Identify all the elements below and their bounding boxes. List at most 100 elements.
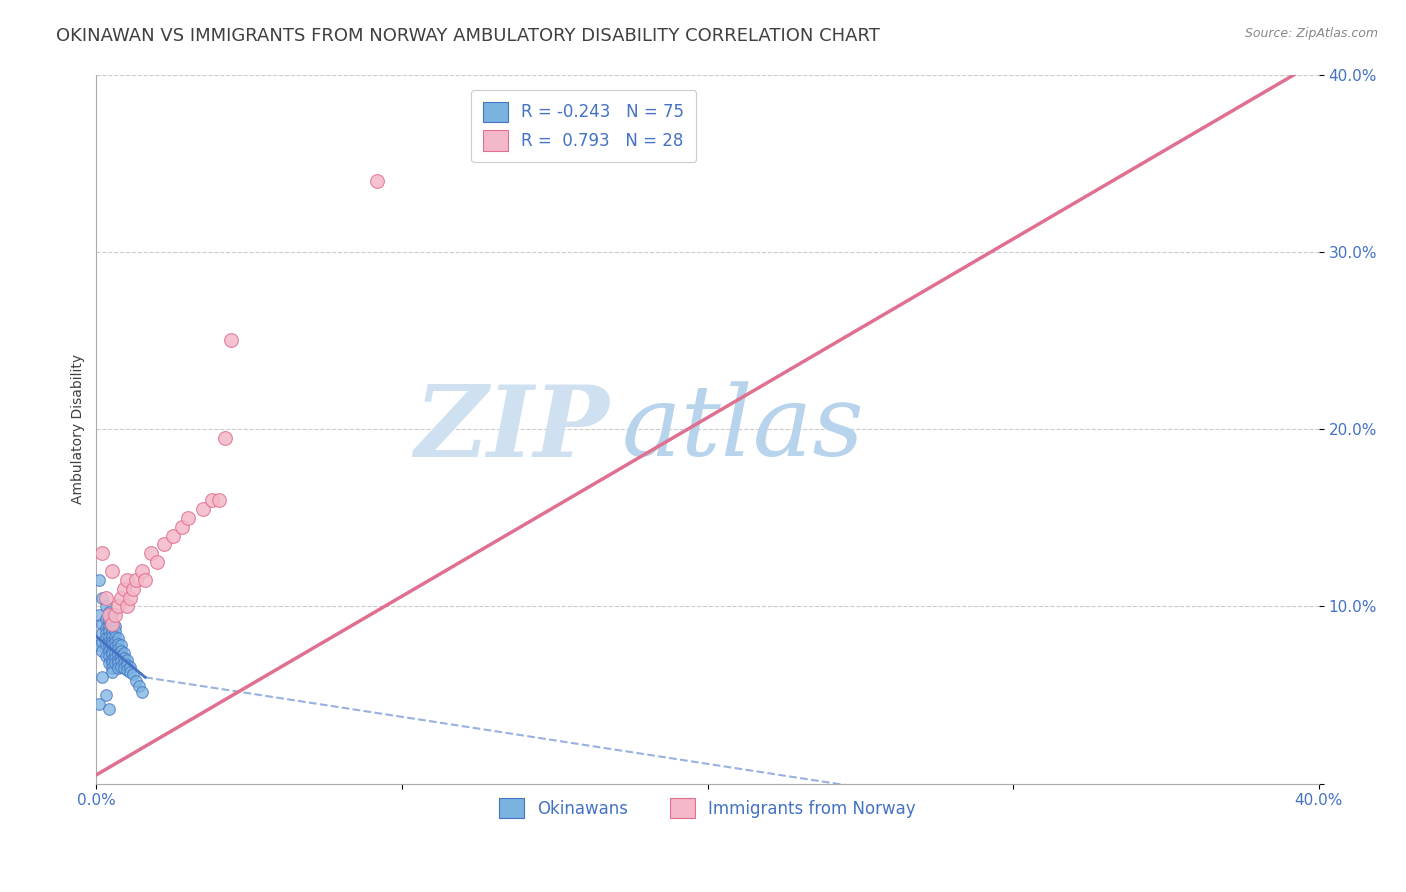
- Text: Source: ZipAtlas.com: Source: ZipAtlas.com: [1244, 27, 1378, 40]
- Point: [91, 644, 114, 658]
- Point: [94, 688, 117, 702]
- Point: [177, 510, 200, 524]
- Point: [89, 573, 111, 587]
- Point: [107, 632, 129, 646]
- Point: [115, 599, 138, 614]
- Point: [100, 617, 122, 632]
- Point: [97, 605, 120, 619]
- Point: [107, 637, 129, 651]
- Point: [97, 624, 120, 639]
- Point: [100, 656, 122, 670]
- Point: [115, 573, 138, 587]
- Point: [89, 697, 111, 711]
- Point: [131, 564, 153, 578]
- Point: [104, 635, 127, 649]
- Point: [97, 608, 120, 623]
- Point: [104, 656, 127, 670]
- Point: [104, 650, 127, 665]
- Point: [100, 626, 122, 640]
- Point: [219, 334, 242, 348]
- Point: [94, 612, 117, 626]
- Point: [131, 684, 153, 698]
- Text: ZIP: ZIP: [415, 381, 610, 477]
- Point: [97, 649, 120, 664]
- Point: [91, 617, 114, 632]
- Point: [97, 644, 120, 658]
- Point: [104, 624, 127, 639]
- Point: [104, 640, 127, 655]
- Point: [94, 632, 117, 646]
- Point: [107, 599, 129, 614]
- Point: [100, 564, 122, 578]
- Point: [170, 519, 193, 533]
- Point: [107, 652, 129, 666]
- Point: [94, 599, 117, 614]
- Point: [97, 702, 120, 716]
- Point: [100, 630, 122, 644]
- Point: [122, 666, 145, 681]
- Text: atlas: atlas: [621, 382, 865, 477]
- Point: [118, 659, 141, 673]
- Point: [100, 615, 122, 630]
- Point: [201, 493, 224, 508]
- Point: [110, 649, 132, 664]
- Point: [104, 608, 127, 623]
- Point: [100, 621, 122, 635]
- Point: [118, 591, 141, 605]
- Point: [110, 644, 132, 658]
- Legend: Okinawans, Immigrants from Norway: Okinawans, Immigrants from Norway: [492, 791, 922, 825]
- Point: [110, 639, 132, 653]
- Point: [110, 659, 132, 673]
- Point: [207, 493, 229, 508]
- Point: [110, 591, 132, 605]
- Point: [112, 661, 135, 675]
- Point: [128, 679, 150, 693]
- Point: [91, 670, 114, 684]
- Point: [100, 648, 122, 662]
- Point: [91, 635, 114, 649]
- Point: [107, 661, 129, 675]
- Point: [118, 665, 141, 679]
- Point: [97, 619, 120, 633]
- Text: OKINAWAN VS IMMIGRANTS FROM NORWAY AMBULATORY DISABILITY CORRELATION CHART: OKINAWAN VS IMMIGRANTS FROM NORWAY AMBUL…: [56, 27, 880, 45]
- Y-axis label: Ambulatory Disability: Ambulatory Disability: [72, 354, 86, 504]
- Point: [97, 635, 120, 649]
- Point: [100, 644, 122, 658]
- Point: [112, 646, 135, 660]
- Point: [115, 652, 138, 666]
- Point: [112, 650, 135, 665]
- Point: [112, 656, 135, 670]
- Point: [162, 528, 184, 542]
- Point: [115, 663, 138, 677]
- Point: [94, 649, 117, 664]
- Point: [104, 630, 127, 644]
- Point: [115, 657, 138, 672]
- Point: [100, 665, 122, 679]
- Point: [91, 591, 114, 605]
- Point: [110, 654, 132, 668]
- Point: [97, 639, 120, 653]
- Point: [193, 502, 215, 516]
- Point: [107, 656, 129, 670]
- Point: [107, 648, 129, 662]
- Point: [125, 573, 148, 587]
- Point: [94, 621, 117, 635]
- Point: [125, 673, 148, 688]
- Point: [91, 626, 114, 640]
- Point: [104, 619, 127, 633]
- Point: [146, 555, 169, 569]
- Point: [97, 630, 120, 644]
- Point: [100, 661, 122, 675]
- Point: [134, 573, 156, 587]
- Point: [94, 591, 117, 605]
- Point: [141, 546, 163, 560]
- Point: [97, 614, 120, 628]
- Point: [112, 582, 135, 596]
- Point: [122, 582, 145, 596]
- Point: [152, 537, 174, 551]
- Point: [104, 646, 127, 660]
- Point: [366, 174, 388, 188]
- Point: [94, 637, 117, 651]
- Point: [94, 626, 117, 640]
- Point: [97, 656, 120, 670]
